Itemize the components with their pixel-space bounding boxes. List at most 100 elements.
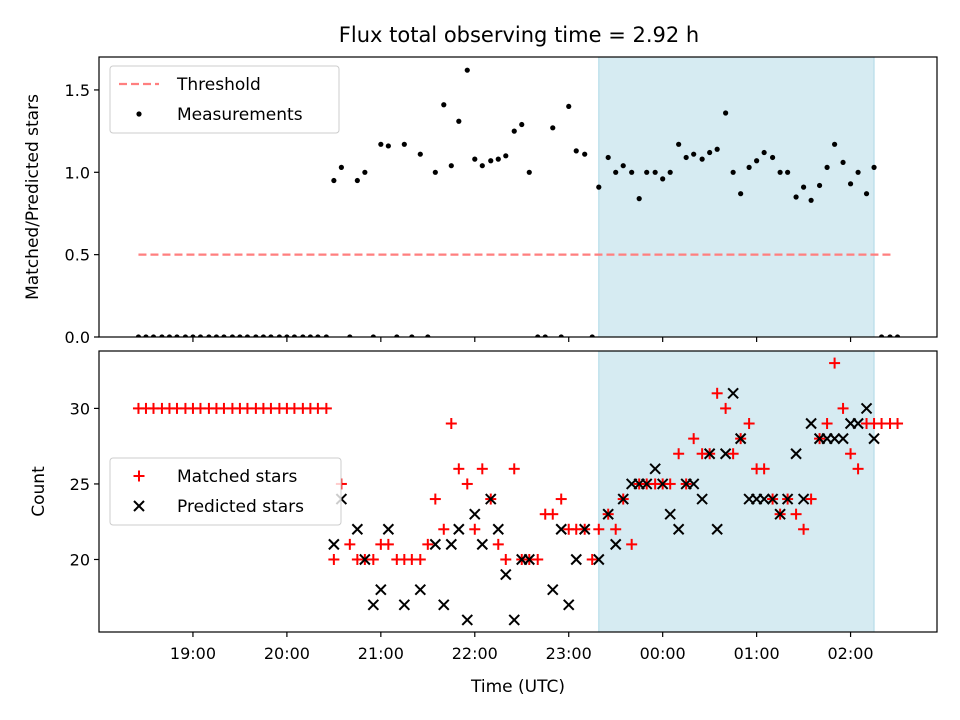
measurement-point xyxy=(237,334,243,337)
predicted-star-stroke xyxy=(805,417,817,430)
matched-star-point xyxy=(688,433,700,445)
measurement-point xyxy=(730,169,736,175)
measurement-point xyxy=(401,141,407,147)
matched-star-point xyxy=(320,402,332,414)
measurement-point xyxy=(300,334,306,337)
matched-star-point xyxy=(892,418,904,430)
measurement-point xyxy=(605,154,611,161)
predicted-star-stroke xyxy=(382,523,395,535)
measurement-point xyxy=(723,110,729,116)
predicted-star-point xyxy=(578,523,591,535)
predicted-star-point xyxy=(711,523,723,535)
predicted-star-point xyxy=(429,538,442,551)
predicted-star-stroke xyxy=(375,583,387,596)
measurement-point xyxy=(550,125,556,131)
measurement-point xyxy=(229,334,236,337)
matched-star-point xyxy=(837,402,849,414)
predicted-star-stroke xyxy=(359,553,371,566)
predicted-star-point xyxy=(555,523,567,535)
x-tick-label: 19:00 xyxy=(170,644,216,663)
measurement-point xyxy=(174,334,180,337)
measurement-point xyxy=(385,143,391,149)
legend-frame xyxy=(109,457,342,526)
matched-star-point xyxy=(727,448,739,460)
y-tick-label: 0.5 xyxy=(65,246,90,265)
predicted-star-point xyxy=(570,553,582,566)
measurement-point xyxy=(417,151,423,157)
predicted-star-stroke xyxy=(664,508,676,520)
predicted-star-point xyxy=(563,599,575,611)
matched-star-point xyxy=(382,538,394,550)
matched-star-point xyxy=(555,493,567,505)
measurement-point xyxy=(676,141,682,147)
x-tick-label: 20:00 xyxy=(264,644,310,663)
predicted-star-stroke xyxy=(703,448,716,460)
predicted-star-point xyxy=(351,523,364,535)
predicted-star-point xyxy=(649,463,661,475)
x-tick-label: 22:00 xyxy=(452,644,498,663)
measurement-point xyxy=(448,163,454,169)
matched-star-point xyxy=(476,463,488,475)
measurement-point xyxy=(691,151,697,157)
predicted-star-stroke xyxy=(367,599,380,611)
predicted-star-point xyxy=(609,538,622,551)
predicted-star-stroke xyxy=(593,553,605,566)
measurement-point xyxy=(323,334,329,337)
legend: Matched stars Predicted stars xyxy=(109,457,342,526)
predicted-star-stroke xyxy=(328,538,340,551)
predicted-star-stroke xyxy=(672,523,685,535)
measurement-point xyxy=(667,169,673,175)
predicted-star-stroke xyxy=(351,523,364,535)
predicted-star-stroke xyxy=(609,538,622,551)
predicted-star-stroke xyxy=(547,583,559,596)
measurement-point xyxy=(871,164,877,170)
measurement-point xyxy=(244,334,251,337)
predicted-star-point xyxy=(860,402,873,415)
predicted-star-stroke xyxy=(696,493,708,505)
bottom-panel: 20 25 30 19:00 20:00 21:00 22:00 23:00 00:00 01:0… xyxy=(29,350,938,697)
matched-star-point xyxy=(720,402,732,414)
predicted-star-point xyxy=(508,614,520,626)
predicted-star-point xyxy=(727,387,739,400)
observing-window-span xyxy=(598,351,875,632)
measurement-point xyxy=(511,128,517,134)
predicted-star-point xyxy=(790,448,802,460)
measurement-point xyxy=(636,196,642,202)
plot-area xyxy=(135,57,901,337)
predicted-star-stroke xyxy=(523,553,535,566)
predicted-star-point xyxy=(617,493,629,505)
measurement-point xyxy=(777,169,783,175)
top-panel: 0.0 0.5 1.0 1.5 Matched/Predicted stars Thres… xyxy=(23,56,938,347)
measurement-point xyxy=(558,334,564,337)
predicted-star-stroke xyxy=(656,478,669,490)
measurement-point xyxy=(738,191,744,197)
x-tick-label: 23:00 xyxy=(546,644,592,663)
matched-star-point xyxy=(711,387,723,399)
matched-star-point xyxy=(586,553,598,565)
predicted-star-point xyxy=(797,493,810,505)
measurement-point xyxy=(370,334,376,337)
y-tick-label: 0.0 xyxy=(65,328,90,347)
measurement-point xyxy=(378,141,384,147)
predicted-star-point xyxy=(492,523,504,535)
predicted-star-stroke xyxy=(758,493,770,505)
predicted-star-stroke xyxy=(640,478,653,490)
predicted-star-stroke xyxy=(617,493,629,505)
predicted-star-point xyxy=(781,493,794,505)
measurement-point xyxy=(464,67,470,73)
measurement-point xyxy=(213,334,220,337)
predicted-star-stroke xyxy=(828,432,841,445)
predicted-star-stroke xyxy=(790,448,802,460)
measurement-point xyxy=(542,334,548,337)
predicted-star-point xyxy=(837,432,849,445)
matched-star-point xyxy=(508,463,520,475)
measurement-point xyxy=(613,169,619,175)
measurement-point xyxy=(816,182,823,189)
measurement-point xyxy=(253,334,259,337)
predicted-star-stroke xyxy=(453,523,465,535)
matched-star-point xyxy=(852,463,864,475)
measurement-point xyxy=(769,154,776,161)
predicted-star-stroke xyxy=(711,523,723,535)
measurement-point xyxy=(863,191,870,197)
predicted-star-point xyxy=(656,478,669,490)
